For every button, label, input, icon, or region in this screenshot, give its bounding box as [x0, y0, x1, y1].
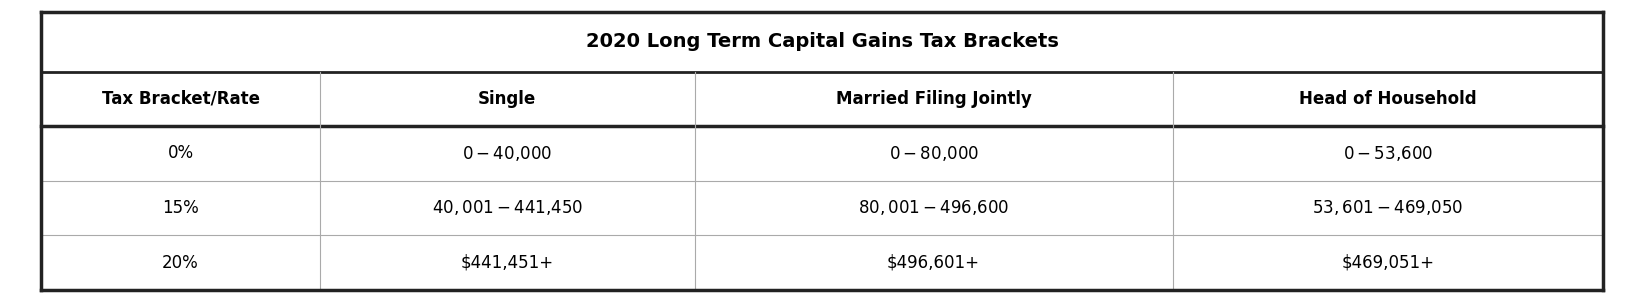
- Text: Head of Household: Head of Household: [1299, 90, 1476, 108]
- Text: $0 - $40,000: $0 - $40,000: [462, 144, 552, 163]
- Bar: [41, 235, 1603, 290]
- Bar: [41, 72, 1603, 126]
- Text: 15%: 15%: [163, 199, 199, 217]
- Text: Single: Single: [478, 90, 536, 108]
- Text: $40,001 - $441,450: $40,001 - $441,450: [431, 198, 584, 217]
- Text: $496,601+: $496,601+: [888, 254, 980, 271]
- Text: $80,001 - $496,600: $80,001 - $496,600: [858, 198, 1009, 217]
- Text: 0%: 0%: [168, 144, 194, 162]
- Text: $0 - $80,000: $0 - $80,000: [888, 144, 978, 163]
- Bar: [41, 181, 1603, 235]
- Text: $469,051+: $469,051+: [1342, 254, 1434, 271]
- Text: $441,451+: $441,451+: [460, 254, 554, 271]
- Text: 20%: 20%: [163, 254, 199, 271]
- Text: Tax Bracket/Rate: Tax Bracket/Rate: [102, 90, 260, 108]
- Bar: [41, 12, 1603, 72]
- Text: 2020 Long Term Capital Gains Tax Brackets: 2020 Long Term Capital Gains Tax Bracket…: [585, 32, 1059, 51]
- Text: Married Filing Jointly: Married Filing Jointly: [835, 90, 1031, 108]
- Text: $0 - $53,600: $0 - $53,600: [1343, 144, 1434, 163]
- Bar: [41, 126, 1603, 181]
- Text: $53,601 - $469,050: $53,601 - $469,050: [1312, 198, 1463, 217]
